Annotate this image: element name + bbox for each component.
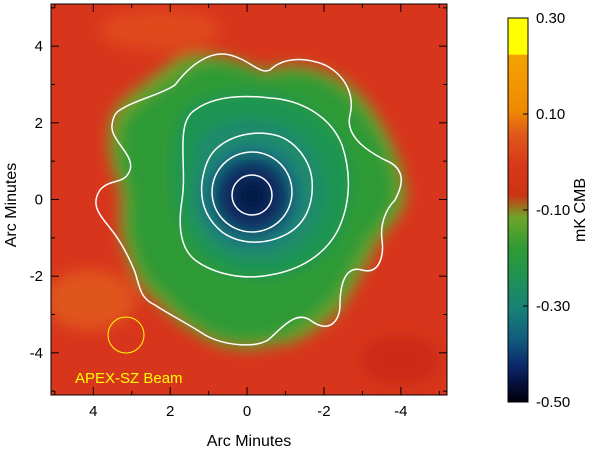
colorbar-tick-label: -0.30 bbox=[536, 298, 570, 315]
beam-circle bbox=[107, 316, 145, 354]
contour-4 bbox=[211, 151, 293, 233]
y-tick-label: 0 bbox=[35, 192, 43, 209]
y-tick-label: -4 bbox=[30, 345, 43, 362]
colorbar-label: mK CMB bbox=[572, 178, 589, 242]
y-tick-label: -2 bbox=[30, 268, 43, 285]
contour-lines bbox=[95, 53, 402, 346]
y-tick-label: 2 bbox=[35, 115, 43, 132]
y-axis-label: Arc Minutes bbox=[3, 163, 20, 247]
x-axis-label: Arc Minutes bbox=[207, 433, 291, 450]
colorbar-tick-label: -0.10 bbox=[536, 202, 570, 219]
x-axis-ticks: 4 2 0 -2 -4 bbox=[54, 4, 440, 420]
colorbar-tick-label: 0.10 bbox=[536, 106, 565, 123]
contour-2 bbox=[179, 95, 350, 278]
colorbar-tick-label: 0.30 bbox=[536, 10, 565, 27]
y-tick-label: 4 bbox=[35, 38, 43, 55]
colorbar-ticks: 0.30 0.10 -0.10 -0.30 -0.50 bbox=[523, 10, 570, 411]
contour-3 bbox=[200, 132, 314, 243]
y-axis-ticks: 4 2 0 -2 -4 bbox=[30, 7, 447, 392]
sz-map-image bbox=[51, 4, 447, 395]
x-tick-label: -2 bbox=[317, 403, 330, 420]
contour-outer bbox=[95, 53, 402, 346]
x-tick-label: -4 bbox=[394, 403, 407, 420]
contour-inner bbox=[231, 174, 273, 216]
x-tick-label: 0 bbox=[243, 403, 251, 420]
x-tick-label: 2 bbox=[166, 403, 174, 420]
beam-label: APEX-SZ Beam bbox=[75, 370, 183, 387]
x-tick-label: 4 bbox=[89, 403, 97, 420]
colorbar-tick-label: -0.50 bbox=[536, 394, 570, 411]
